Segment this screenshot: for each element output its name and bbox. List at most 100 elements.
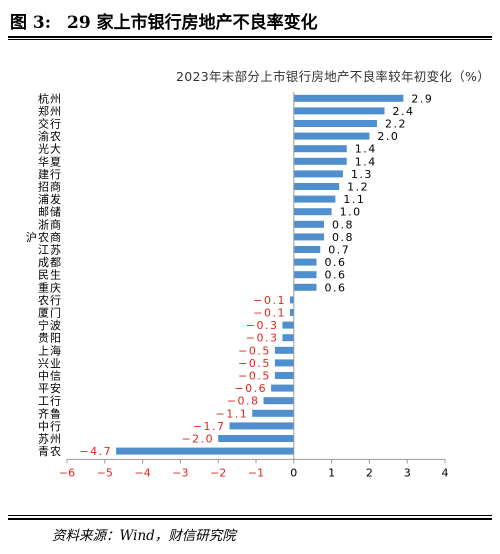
- data-label: −0.3: [246, 332, 279, 345]
- bar: [293, 258, 317, 266]
- x-tick-label: −3: [172, 466, 188, 479]
- data-label: 2.9: [411, 92, 433, 105]
- bar: [293, 132, 370, 140]
- bar: [290, 296, 294, 304]
- x-tick-label: −5: [97, 466, 113, 479]
- category-label: 民生: [38, 268, 62, 282]
- data-label: 0.6: [324, 269, 346, 282]
- bar: [293, 107, 385, 115]
- category-label: 光大: [38, 142, 62, 156]
- category-label: 兴业: [38, 357, 62, 370]
- category-label: 渝农: [38, 129, 62, 143]
- data-label: 2.0: [377, 130, 399, 143]
- data-label: −0.3: [246, 319, 279, 332]
- figure-title: 29 家上市银行房地产不良率变化: [67, 12, 318, 33]
- category-label: 成都: [38, 256, 62, 269]
- bar: [229, 422, 294, 430]
- figure-number: 图 3:: [10, 12, 52, 33]
- x-tick-label: −4: [134, 466, 150, 479]
- bottom-rule: [8, 518, 492, 520]
- category-label: 杭州: [38, 91, 62, 105]
- data-label: 1.0: [340, 206, 362, 219]
- category-label: 中信: [38, 370, 62, 383]
- category-label: 江苏: [38, 244, 62, 257]
- category-label: 齐鲁: [38, 406, 62, 420]
- data-label: 0.7: [328, 244, 350, 257]
- data-label: −0.1: [253, 294, 286, 307]
- x-tick-label: 4: [442, 466, 449, 479]
- bar: [293, 233, 325, 241]
- category-label: 郑州: [38, 104, 62, 118]
- x-tick-label: 1: [328, 466, 335, 479]
- category-label: 华夏: [38, 154, 62, 168]
- data-label: −2.0: [181, 433, 214, 446]
- bar: [293, 94, 404, 102]
- category-label: 宁波: [38, 318, 62, 332]
- figure-heading: 图 3: 29 家上市银行房地产不良率变化: [10, 6, 490, 34]
- bar: [282, 334, 294, 342]
- bar: [293, 170, 343, 178]
- x-tick-label: −1: [248, 466, 264, 479]
- data-label: −0.5: [238, 344, 271, 357]
- bar: [274, 372, 294, 379]
- bar: [293, 195, 336, 203]
- data-label: 1.2: [347, 181, 369, 194]
- bar: [271, 384, 294, 392]
- data-label: 1.1: [343, 193, 365, 206]
- bar: [293, 246, 321, 253]
- category-label: 农行: [38, 293, 62, 307]
- data-label: −1.7: [193, 420, 226, 433]
- bar: [293, 271, 317, 279]
- data-label: 1.3: [351, 168, 373, 181]
- x-tick-label: 0: [290, 466, 297, 479]
- category-label: 苏州: [38, 433, 62, 446]
- category-label: 中行: [38, 420, 62, 433]
- category-label: 重庆: [38, 280, 62, 294]
- data-label: 0.8: [332, 231, 354, 244]
- category-label: 邮储: [38, 205, 62, 219]
- x-tick-label: 3: [404, 466, 411, 479]
- data-label: −4.7: [79, 445, 112, 458]
- category-label: 贵阳: [38, 332, 62, 345]
- data-label: 2.2: [385, 118, 407, 131]
- category-label: 交行: [38, 117, 62, 131]
- x-tick-label: −6: [59, 466, 75, 479]
- bar: [116, 447, 294, 455]
- x-tick-label: −2: [210, 466, 226, 479]
- chart-title: 2023年末部分上市银行房地产不良率较年初变化（%）: [176, 69, 490, 84]
- category-label: 青农: [38, 444, 62, 458]
- data-label: −0.8: [227, 395, 260, 408]
- category-label: 浦发: [38, 192, 62, 206]
- category-label: 工行: [38, 395, 62, 408]
- bar: [290, 309, 294, 316]
- bar: [274, 346, 294, 354]
- data-label: −0.6: [234, 382, 267, 395]
- data-label: 1.4: [355, 143, 377, 156]
- bottom-rule-thin: [8, 515, 492, 516]
- top-rule-thin: [8, 39, 492, 40]
- top-rule: [8, 36, 492, 38]
- data-label: 0.8: [332, 218, 354, 231]
- data-label: −0.5: [238, 370, 271, 383]
- category-label: 沪农商: [26, 230, 62, 244]
- category-label: 建行: [38, 167, 62, 181]
- bar: [293, 145, 347, 153]
- bar: [252, 409, 294, 417]
- category-label: 招商: [38, 180, 62, 194]
- bar: [293, 183, 340, 190]
- data-label: −0.5: [238, 357, 271, 370]
- category-label: 浙商: [38, 217, 62, 231]
- category-label: 上海: [38, 343, 62, 357]
- bar: [293, 120, 377, 127]
- data-label: 1.4: [355, 155, 377, 168]
- bar: [274, 359, 294, 367]
- source-note: 资料来源：Wind，财信研究院: [52, 528, 236, 544]
- x-tick-label: 2: [366, 466, 373, 479]
- data-label: 0.6: [324, 281, 346, 294]
- bar: [263, 397, 294, 405]
- data-label: −0.1: [253, 307, 286, 320]
- bar: [293, 208, 332, 216]
- data-label: −1.1: [216, 407, 249, 420]
- bar: [293, 157, 347, 165]
- bar: [293, 220, 325, 228]
